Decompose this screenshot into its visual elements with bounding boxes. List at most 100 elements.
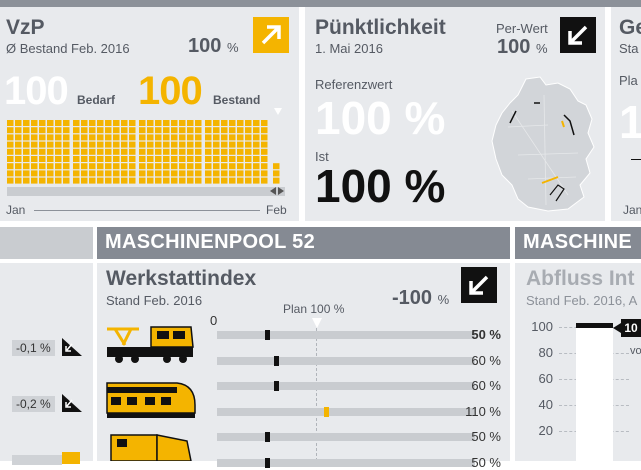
- bestand-cell: [171, 134, 178, 141]
- y-tick-label: 100: [531, 319, 553, 334]
- bestand-cell: [139, 177, 146, 184]
- bestand-cell: [139, 156, 146, 162]
- bestand-cell: [81, 170, 88, 177]
- vzp-subtitle: Ø Bestand Feb. 2016: [6, 41, 130, 56]
- workshop-bar[interactable]: [217, 458, 475, 467]
- bestand-cell: [63, 134, 70, 141]
- bestand-cell: [147, 163, 154, 170]
- bestand-cell: [113, 141, 120, 148]
- bestand-cell: [229, 163, 236, 170]
- abfluss-card[interactable]: Abfluss Int Stand Feb. 2016, A 100 80 60 40…: [515, 263, 641, 466]
- bestand-cell: [213, 120, 220, 126]
- bestand-cell: [31, 120, 38, 126]
- bestand-cell: [163, 141, 170, 148]
- third-plan: Pla: [619, 73, 638, 88]
- punktlichkeit-card[interactable]: Pünktlichkeit 1. Mai 2016 Per-Wert 100 %…: [305, 7, 605, 221]
- bestand-cell: [195, 156, 202, 162]
- bestand-cell: [23, 177, 30, 184]
- workshop-value: 50 %: [471, 327, 501, 342]
- abfluss-marker: [613, 323, 621, 333]
- bestand-cell: [105, 127, 112, 134]
- bestand-cell: [213, 134, 220, 141]
- per-pct: 100 %: [497, 36, 548, 59]
- section-header-label-2: MASCHINE: [523, 231, 633, 253]
- bestand-cell: [261, 170, 268, 177]
- workshop-bar[interactable]: [217, 356, 475, 365]
- bestand-cell: [179, 141, 186, 148]
- arrow-up-right-icon[interactable]: [253, 17, 289, 53]
- workshop-bar[interactable]: [217, 382, 475, 390]
- abfluss-label: 10: [624, 321, 638, 335]
- y-tick-label: 20: [538, 423, 553, 438]
- left-strip: [0, 263, 93, 461]
- bestand-cell: [97, 156, 104, 162]
- bestand-cell: [139, 148, 146, 155]
- workshop-bar[interactable]: [217, 331, 475, 339]
- locomotive-icon[interactable]: [105, 429, 197, 461]
- bestand-cell: [23, 120, 30, 126]
- bestand-cell: [63, 156, 70, 162]
- bestand-cell: [273, 163, 280, 170]
- bestand-cell: [221, 148, 228, 155]
- scroll-right-icon[interactable]: [278, 187, 284, 195]
- bestand-cell: [121, 163, 128, 170]
- bestand-cell: [31, 177, 38, 184]
- bestand-grid: [7, 120, 280, 184]
- bestand-cell: [221, 134, 228, 141]
- bestand-cell: [179, 163, 186, 170]
- bestand-cell: [253, 134, 260, 141]
- vzp-card[interactable]: VzP Ø Bestand Feb. 2016 100 % 100 Bedarf…: [0, 7, 299, 221]
- bestand-cell: [163, 120, 170, 126]
- bestand-cell: [147, 120, 154, 126]
- bestand-cell: [147, 156, 154, 162]
- bestand-cell: [31, 163, 38, 170]
- bestand-cell: [171, 148, 178, 155]
- third-card[interactable]: Ge Sta Pla 1 Jan: [611, 7, 641, 221]
- bestand-cell: [23, 156, 30, 162]
- bestand-cell: [187, 163, 194, 170]
- bestand-cell: [81, 134, 88, 141]
- bestand-cell: [63, 127, 70, 134]
- bestand-cell: [139, 134, 146, 141]
- bestand-cell: [73, 148, 80, 155]
- workshop-bar[interactable]: [217, 433, 475, 441]
- ref-unit: %: [404, 92, 446, 144]
- bestand-cell: [97, 170, 104, 177]
- bestand-cell: [163, 170, 170, 177]
- scroll-left-icon[interactable]: [270, 187, 276, 195]
- bestand-cell: [55, 177, 62, 184]
- workshop-bar[interactable]: [217, 407, 475, 416]
- vzp-scrollbar[interactable]: [7, 187, 285, 196]
- bestand-cell: [205, 127, 212, 134]
- bestand-cell: [105, 163, 112, 170]
- bestand-cell: [205, 120, 212, 126]
- train-icon[interactable]: [105, 373, 197, 423]
- arrow-down-left-icon[interactable]: [461, 267, 497, 303]
- workshop-value: 110 %: [465, 403, 501, 419]
- bestand-cell: [113, 148, 120, 155]
- bestand-cell: [147, 134, 154, 141]
- bestand-cell: [245, 170, 252, 177]
- bestand-cell: [73, 170, 80, 177]
- bestand-cell: [163, 134, 170, 141]
- bestand-cell: [237, 163, 244, 170]
- third-subtitle: Sta: [619, 41, 639, 56]
- germany-map[interactable]: [488, 75, 600, 215]
- werkstatt-card[interactable]: Werkstattindex Stand Feb. 2016 -100 % Pl…: [97, 263, 510, 470]
- section-header-label: MASCHINENPOOL 52: [105, 231, 316, 253]
- maintenance-vehicle-icon[interactable]: [105, 321, 197, 367]
- bestand-cell: [89, 134, 96, 141]
- arrow-down-left-icon[interactable]: [560, 17, 596, 53]
- abfluss-bar[interactable]: [576, 323, 613, 466]
- bestand-cell: [121, 156, 128, 162]
- workshop-value: 50 %: [471, 454, 501, 470]
- bestand-cell: [39, 177, 46, 184]
- bestand-cell: [155, 163, 162, 170]
- bestand-cell: [39, 141, 46, 148]
- bestand-cell: [155, 127, 162, 134]
- bestand-cell: [155, 177, 162, 184]
- bestand-cell: [195, 127, 202, 134]
- abfluss-title: Abfluss Int: [526, 267, 635, 290]
- bestand-cell: [89, 170, 96, 177]
- bestand-cell: [121, 120, 128, 126]
